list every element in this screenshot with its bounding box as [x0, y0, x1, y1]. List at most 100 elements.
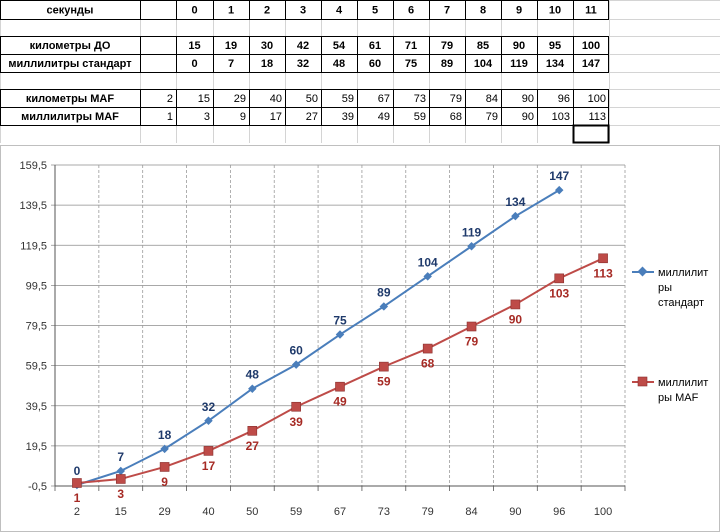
table-cell[interactable]: 113	[588, 111, 606, 123]
table-cell[interactable]: 84	[486, 93, 498, 105]
data-point	[291, 401, 301, 412]
table-cell[interactable]: 7	[228, 58, 234, 70]
table-cell[interactable]: 4	[336, 5, 343, 17]
data-point	[554, 185, 564, 195]
data-label: 75	[333, 314, 347, 328]
table-cell[interactable]: 89	[441, 58, 453, 70]
table-cell[interactable]: 147	[582, 58, 600, 70]
table-cell[interactable]: 3	[204, 111, 210, 123]
legend-label-maf-1: миллилит	[658, 377, 708, 389]
table-cell[interactable]: 15	[198, 93, 210, 105]
table-cell[interactable]: 54	[333, 40, 346, 52]
table-cell[interactable]: 27	[306, 111, 318, 123]
table-cell[interactable]: 119	[510, 58, 528, 70]
table-cell[interactable]: 59	[342, 93, 354, 105]
data-label: 39	[289, 415, 303, 429]
data-point	[422, 343, 433, 354]
legend-marker-standard	[637, 266, 648, 277]
data-label: 7	[117, 450, 124, 464]
table-cell[interactable]: 103	[552, 111, 570, 123]
table-cell[interactable]: 42	[297, 40, 309, 52]
table-cell[interactable]: 90	[522, 111, 534, 123]
x-tick-label: 79	[422, 506, 434, 518]
table-cell[interactable]: 2	[264, 5, 270, 17]
x-tick-label: 40	[202, 506, 214, 518]
table-cell[interactable]: 59	[414, 111, 426, 123]
table-cell[interactable]: 68	[450, 111, 462, 123]
table-cell[interactable]: 19	[225, 40, 237, 52]
data-label: 9	[161, 475, 168, 489]
table-cell[interactable]: 79	[486, 111, 498, 123]
table-cell[interactable]: 48	[333, 58, 345, 70]
table-cell[interactable]: 17	[270, 111, 282, 123]
table-cell[interactable]: 1	[228, 5, 234, 17]
table-cell[interactable]: 73	[414, 93, 426, 105]
table-cell[interactable]: 85	[477, 40, 489, 52]
table-cell[interactable]: 75	[405, 58, 417, 70]
table-cell[interactable]: 11	[585, 5, 597, 17]
table-cell[interactable]: 40	[270, 93, 282, 105]
table-cell[interactable]: 32	[297, 58, 309, 70]
table-cell[interactable]: 71	[405, 40, 417, 52]
table-cell[interactable]: 60	[369, 58, 381, 70]
table-cell[interactable]: 29	[234, 93, 246, 105]
table-cell[interactable]: 95	[549, 40, 561, 52]
table-cell[interactable]: 0	[191, 58, 197, 70]
table-cell[interactable]: 0	[191, 5, 197, 17]
table-cell[interactable]: 61	[369, 40, 381, 52]
series-standard: 0 7 18 32 48 60 75 89 104 119 134 147	[72, 169, 570, 490]
data-label: 48	[246, 368, 260, 382]
table-cell[interactable]: 8	[480, 5, 486, 17]
table-cell[interactable]: 96	[558, 93, 570, 105]
data-label: 90	[509, 312, 523, 326]
table-cell[interactable]: 3	[300, 5, 306, 17]
x-tick-label: 15	[115, 506, 127, 518]
data-point	[379, 302, 389, 311]
table-cell[interactable]: 134	[546, 58, 565, 70]
data-label: 0	[74, 464, 81, 478]
table-cell[interactable]: 7	[444, 5, 450, 17]
x-tick-label: 90	[509, 506, 521, 518]
table-cell[interactable]: 100	[588, 93, 606, 105]
table-cell[interactable]: 5	[372, 5, 378, 17]
table-cell[interactable]: 18	[261, 58, 273, 70]
table-cell[interactable]: 100	[582, 40, 600, 52]
legend-marker-maf	[637, 376, 648, 387]
y-tick-label: 119,5	[20, 240, 47, 252]
table-cell[interactable]: 15	[188, 40, 200, 52]
data-point	[466, 321, 477, 332]
table-cell[interactable]: 9	[516, 5, 522, 17]
table-cell[interactable]: 79	[441, 40, 453, 52]
table-cell[interactable]: 10	[549, 5, 561, 17]
chart-legend: миллилит ры стандарт миллилит ры MAF	[632, 266, 708, 404]
x-tick-label: 29	[158, 506, 170, 518]
table-cell[interactable]: 90	[522, 93, 534, 105]
data-label: 1	[74, 491, 81, 505]
table-cell[interactable]: 30	[261, 40, 273, 52]
data-point	[160, 444, 169, 454]
x-tick-label: 96	[553, 506, 565, 518]
table-cell[interactable]: 90	[513, 40, 525, 52]
table-cell[interactable]: 9	[240, 111, 246, 123]
table-cell[interactable]: 67	[378, 93, 390, 105]
table-cell[interactable]: 2	[167, 93, 173, 105]
selected-cell[interactable]	[572, 124, 610, 144]
data-label: 18	[158, 428, 172, 442]
data-label: 104	[418, 255, 438, 269]
data-label: 79	[465, 335, 479, 349]
data-point	[203, 446, 214, 456]
table-cell[interactable]: 39	[342, 111, 354, 123]
y-tick-label: 39,5	[26, 401, 47, 413]
table-cell[interactable]: 1	[167, 111, 173, 123]
y-tick-label: -0,5	[28, 481, 47, 493]
table-cell[interactable]: 79	[450, 93, 462, 105]
table-cell[interactable]: 6	[408, 5, 414, 17]
data-label: 68	[421, 357, 435, 371]
table-cell[interactable]: 104	[474, 58, 493, 70]
chart-frame	[0, 145, 720, 532]
x-tick-label: 59	[290, 506, 302, 518]
table-cell[interactable]: 49	[378, 111, 390, 123]
line-chart: -0,5 19,5 39,5 59,5 79,5 99,5 119,5 139,5 159,5 2…	[0, 145, 720, 532]
table-cell[interactable]: 50	[306, 93, 318, 105]
